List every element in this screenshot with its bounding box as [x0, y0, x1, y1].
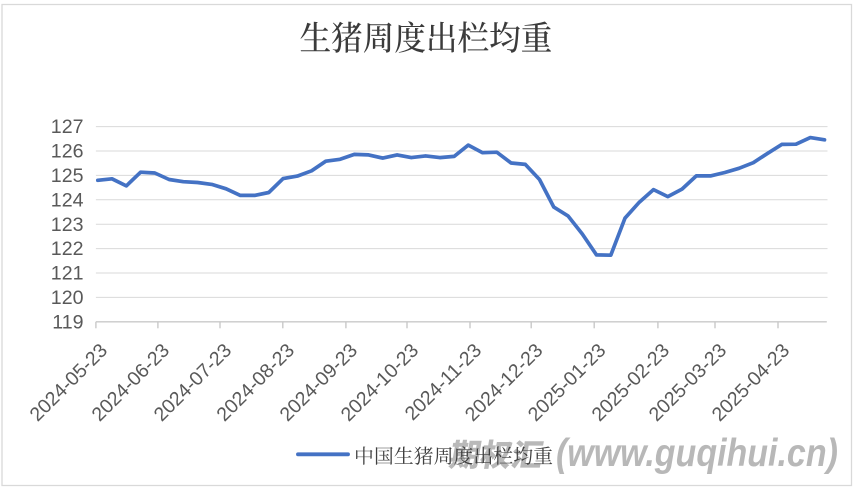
svg-text:(www.guqihui.cn): (www.guqihui.cn) [556, 431, 838, 475]
svg-text:125: 125 [51, 165, 84, 187]
svg-text:127: 127 [51, 116, 84, 138]
svg-text:124: 124 [51, 189, 84, 211]
svg-text:120: 120 [51, 287, 84, 309]
svg-text:123: 123 [51, 214, 84, 236]
svg-text:119: 119 [52, 311, 83, 333]
svg-text:122: 122 [51, 238, 84, 260]
svg-text:121: 121 [51, 263, 84, 285]
svg-text:126: 126 [51, 141, 84, 163]
